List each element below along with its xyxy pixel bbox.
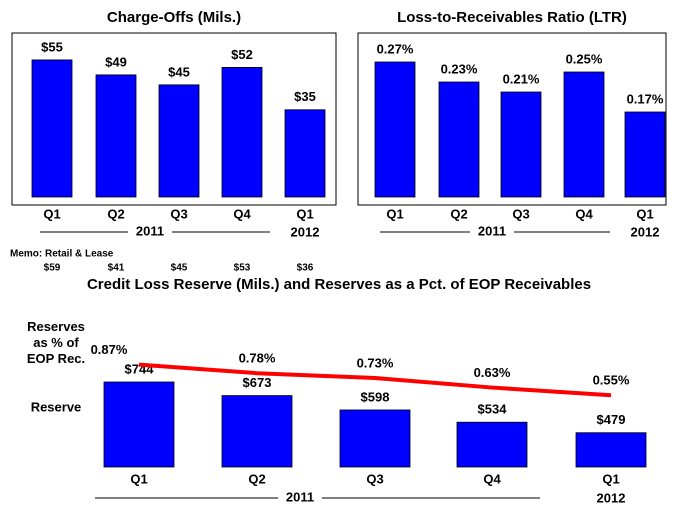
period-label: 2011	[286, 489, 314, 504]
x-tick-label: Q4	[575, 206, 593, 221]
period-label: 2012	[597, 490, 626, 505]
data-label: $598	[361, 389, 390, 404]
period-label: 2011	[136, 223, 164, 238]
bar	[221, 67, 263, 198]
period-label: 2012	[291, 224, 320, 239]
bar	[374, 61, 416, 198]
data-label: $673	[243, 375, 272, 390]
panel-frame	[11, 32, 337, 206]
bar	[31, 59, 73, 198]
data-label: 0.78%	[239, 351, 276, 366]
x-tick-label: Q2	[248, 471, 265, 486]
panel-frame	[357, 32, 667, 206]
line	[138, 362, 612, 398]
bar	[575, 432, 647, 468]
data-label: $45	[168, 64, 190, 79]
data-label: $479	[597, 412, 626, 427]
x-tick-label: Q1	[296, 206, 313, 221]
bar	[456, 421, 528, 468]
x-tick-label: Q1	[636, 206, 653, 221]
memo-value: $45	[171, 263, 188, 274]
data-label: $49	[105, 54, 127, 69]
period-label-bg	[128, 224, 172, 240]
memo-value: $36	[297, 263, 314, 274]
data-label: 0.63%	[474, 365, 511, 380]
chart-title: Loss-to-Receivables Ratio (LTR)	[397, 9, 627, 26]
data-label: 0.23%	[441, 61, 478, 76]
x-tick-label: Q2	[107, 206, 124, 221]
data-label: 0.21%	[503, 71, 540, 86]
data-label: $534	[478, 402, 508, 417]
memo-title: Memo: Retail & Lease	[10, 249, 114, 260]
x-tick-label: Q3	[170, 206, 187, 221]
x-tick-label: Q3	[512, 206, 529, 221]
data-label: 0.87%	[91, 342, 128, 357]
bar	[563, 71, 605, 198]
data-label: 0.17%	[627, 91, 664, 106]
memo-value: $41	[108, 263, 125, 274]
data-label: 0.73%	[357, 355, 394, 370]
data-label: $35	[294, 89, 316, 104]
period-label-bg	[470, 224, 514, 240]
data-label: 0.25%	[566, 51, 603, 66]
x-tick-label: Q4	[483, 471, 501, 486]
x-tick-label: Q1	[602, 471, 619, 486]
series-label: Reserve	[31, 399, 82, 414]
data-label: $52	[231, 47, 253, 62]
x-tick-label: Q1	[386, 206, 403, 221]
memo-value: $59	[44, 263, 61, 274]
bar	[339, 409, 411, 468]
period-label: 2011	[478, 223, 506, 238]
x-tick-label: Q1	[43, 206, 60, 221]
bar	[221, 395, 293, 468]
bar	[95, 74, 137, 198]
data-label: $55	[41, 39, 63, 54]
bar	[438, 81, 480, 198]
bar	[158, 84, 200, 198]
x-tick-label: Q1	[130, 471, 147, 486]
data-label: 0.55%	[593, 373, 630, 388]
bar	[624, 111, 666, 198]
bar	[103, 381, 175, 468]
x-tick-label: Q3	[366, 471, 383, 486]
data-label: 0.27%	[377, 41, 414, 56]
series-label: Reserves as % of EOP Rec.	[27, 319, 85, 366]
bar	[284, 109, 326, 198]
chart-title: Credit Loss Reserve (Mils.) and Reserves…	[87, 276, 591, 293]
chart-title: Charge-Offs (Mils.)	[107, 9, 241, 26]
x-tick-label: Q2	[450, 206, 467, 221]
x-tick-label: Q4	[233, 206, 251, 221]
period-label: 2012	[631, 224, 660, 239]
memo-value: $53	[234, 263, 251, 274]
bar	[500, 91, 542, 198]
period-label-bg	[278, 490, 322, 506]
